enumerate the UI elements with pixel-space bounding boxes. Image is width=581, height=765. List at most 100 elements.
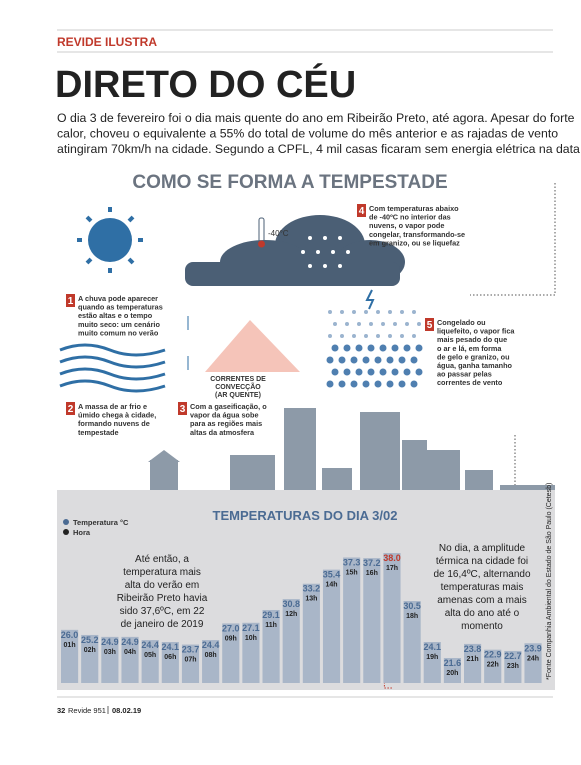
drop <box>391 368 399 376</box>
hour-label: 21h <box>467 656 479 663</box>
hour-label: 13h <box>305 596 317 603</box>
step-text: muito comum no verão <box>78 328 159 337</box>
annotation: No dia, a amplitude <box>439 543 526 554</box>
hour-label: 04h <box>124 649 136 656</box>
drop <box>400 310 404 314</box>
drop <box>388 310 392 314</box>
footer-magazine: Revide 951 <box>68 706 106 715</box>
sun <box>77 207 143 273</box>
value-label: 24.1 <box>162 642 180 652</box>
drop <box>388 334 392 338</box>
convection <box>205 320 300 372</box>
connector <box>470 183 556 296</box>
drop <box>364 334 368 338</box>
intro-line: O dia 3 de fevereiro foi o dia mais quen… <box>57 111 575 125</box>
step-number: 4 <box>359 206 365 217</box>
step-text: correntes de vento <box>437 378 503 387</box>
annotation: temperatura mais <box>123 567 201 578</box>
annotation: Até então, a <box>135 554 189 565</box>
value-label: 22.7 <box>504 651 522 661</box>
step-text: em granizo, ou se liquefaz <box>369 238 460 247</box>
drop <box>379 368 387 376</box>
value-label: 21.6 <box>444 658 462 668</box>
drop <box>331 344 339 352</box>
annotation: térmica na cidade foi <box>436 556 528 567</box>
annotation: temperaturas mais <box>441 582 524 593</box>
annotation: de janeiro de 2019 <box>121 619 204 630</box>
value-label: 30.5 <box>403 601 421 611</box>
legend-label: Hora <box>73 528 91 537</box>
step-text: estão altas e o tempo <box>78 311 153 320</box>
drop <box>352 310 356 314</box>
step-badge <box>66 294 75 307</box>
drop <box>350 356 358 364</box>
bar <box>242 622 260 683</box>
bar <box>504 650 522 683</box>
hour-label: 06h <box>164 654 176 661</box>
annotation: alta do ano até o <box>445 608 520 619</box>
bar <box>121 636 139 683</box>
hour-label: 01h <box>64 642 76 649</box>
footer-date: 08.02.19 <box>112 706 141 715</box>
annotation: de 16,4ºC, alternando <box>433 569 530 580</box>
convection-label: (AR QUENTE) <box>215 392 261 399</box>
step-text: água, ganha tamanho <box>437 361 513 370</box>
value-label: 30.8 <box>282 599 300 609</box>
value-label: 22.9 <box>484 650 502 660</box>
bar <box>403 601 421 683</box>
drop <box>400 334 404 338</box>
cloud-temp: -40°C <box>268 229 289 238</box>
drop <box>352 334 356 338</box>
step-text: formando nuvens de <box>78 419 150 428</box>
drop <box>357 322 361 326</box>
drop <box>393 322 397 326</box>
drop <box>326 356 334 364</box>
convection-label: CONVECÇÃO <box>215 382 261 391</box>
value-label: 38.0 <box>383 553 401 563</box>
step-text: A massa de ar frio e <box>78 402 147 411</box>
hour-label: 20h <box>446 670 458 677</box>
step-number: 3 <box>180 404 186 415</box>
bar <box>343 557 361 683</box>
drop <box>376 310 380 314</box>
bar <box>222 623 240 683</box>
bar <box>81 634 99 683</box>
hour-label: 14h <box>325 582 337 589</box>
hour-label: 19h <box>426 654 438 661</box>
drop <box>376 334 380 338</box>
drop <box>343 368 351 376</box>
cloud <box>185 215 405 286</box>
section: REVIDE ILUSTRA <box>57 35 157 49</box>
step-text: ao passar pelas <box>437 370 492 379</box>
infographic-title: COMO SE FORMA A TEMPESTADE <box>132 172 447 193</box>
hour-label: 22h <box>487 662 499 669</box>
value-label: 24.4 <box>141 640 159 650</box>
drop <box>412 334 416 338</box>
intro-line: calor, choveu o equivalente a 55% do tot… <box>57 127 558 141</box>
annotation: Ribeirão Preto havia <box>117 593 208 604</box>
step-badge <box>357 204 366 217</box>
step-text: congelar, transformando-se <box>369 230 465 239</box>
value-label: 27.1 <box>242 623 260 633</box>
drop <box>362 380 370 388</box>
hour-label: 15h <box>346 569 358 576</box>
drop <box>386 356 394 364</box>
step-text: liquefeito, o vapor fica <box>437 327 515 336</box>
drop <box>379 344 387 352</box>
step-text: vapor da água sobe <box>190 411 259 420</box>
value-label: 24.4 <box>202 640 220 650</box>
headline: DIRETO DO CÉU <box>55 62 356 106</box>
step-text: Com a gaseificação, o <box>190 402 267 411</box>
bar <box>302 583 320 683</box>
step-text: o ar e lá, em forma <box>437 344 502 353</box>
drop <box>328 310 332 314</box>
step-number: 5 <box>427 320 433 331</box>
hour-label: 02h <box>84 647 96 654</box>
thermometer <box>258 217 265 248</box>
drop <box>350 380 358 388</box>
value-label: 23.9 <box>524 643 542 653</box>
hour-label: 12h <box>285 611 297 618</box>
drop <box>355 368 363 376</box>
value-label: 23.8 <box>464 644 482 654</box>
hour-label: 23h <box>507 663 519 670</box>
